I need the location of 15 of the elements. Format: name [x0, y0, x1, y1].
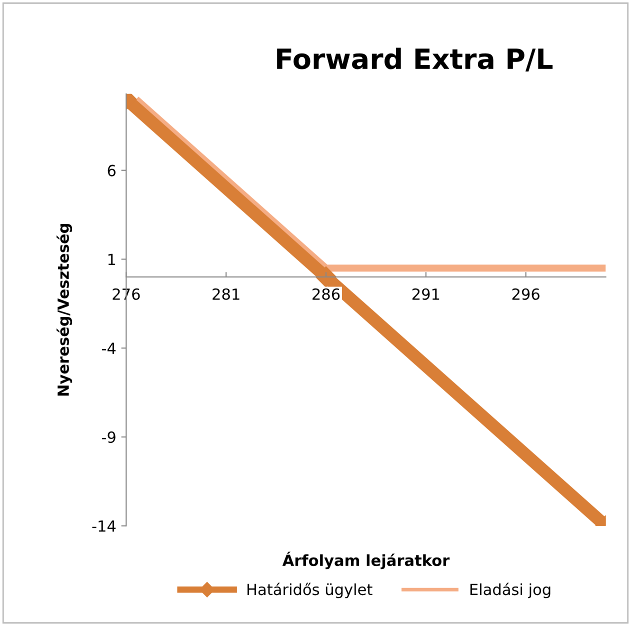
y-tick-label: 1 — [108, 254, 116, 266]
y-tick-label: -9 — [102, 431, 116, 443]
x-tick-label: 291 — [412, 288, 440, 300]
x-tick-label: 281 — [212, 288, 240, 300]
y-tick-label: 6 — [108, 164, 116, 176]
x-tick-label: 276 — [112, 288, 140, 300]
chart-title: Forward Extra P/L — [277, 48, 553, 72]
y-tick-label: -4 — [102, 342, 116, 354]
x-axis-title: Árfolyam lejáratkor — [282, 552, 450, 570]
legend-label: Határidős ügylet — [248, 582, 372, 598]
y-tick-label: -14 — [92, 520, 116, 532]
legend-label: Eladási jog — [470, 582, 550, 598]
y-axis-title: Nyereség/Veszteség — [56, 224, 72, 396]
x-tick-label: 296 — [512, 288, 540, 300]
x-tick-label: 286 — [312, 288, 340, 300]
